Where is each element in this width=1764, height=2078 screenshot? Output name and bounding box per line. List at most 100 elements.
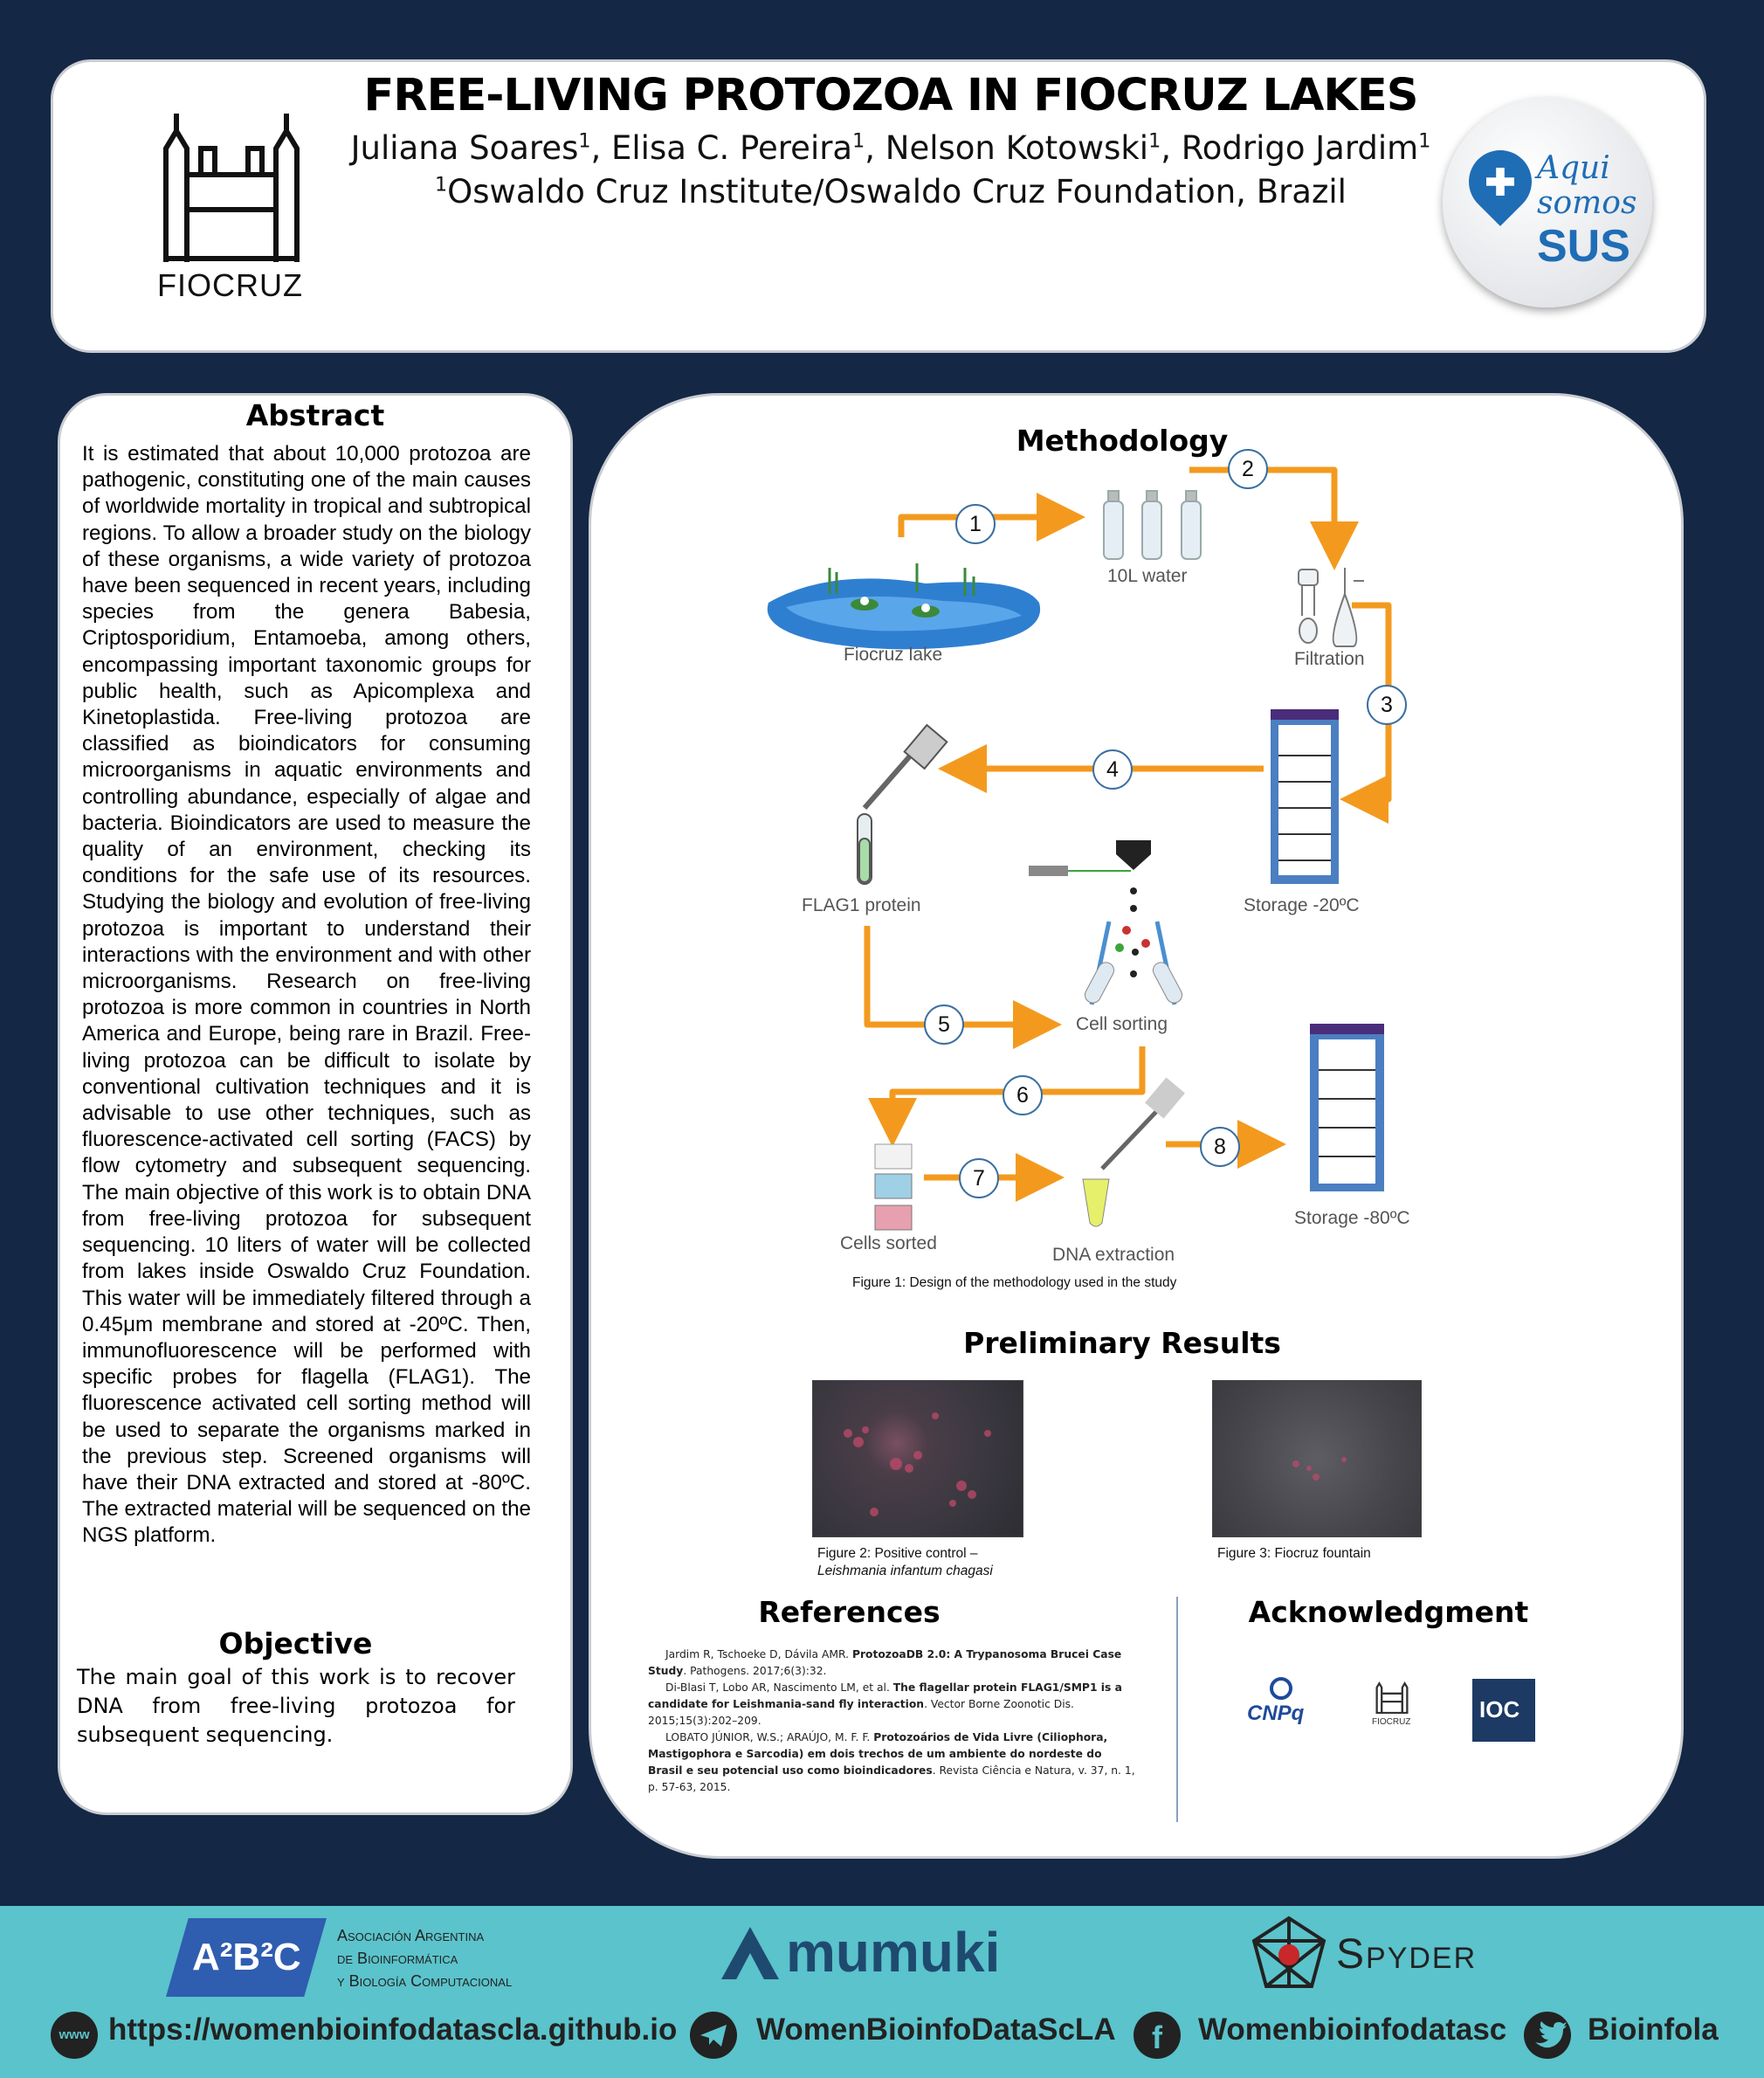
figure-3-caption: Figure 3: Fiocruz fountain [1217, 1546, 1371, 1561]
spyder-web-icon [1251, 1916, 1326, 1988]
figure-2-caption: Figure 2: Positive control – [817, 1546, 978, 1561]
fiocruz-small-castle-icon [1375, 1681, 1409, 1715]
figure-2-cells [844, 1412, 991, 1516]
mumuki-logo-text: mumuki [786, 1921, 1001, 1984]
author-name: Rodrigo Jardim [1181, 129, 1419, 167]
facebook-icon: f [1134, 2012, 1181, 2059]
figure-3-image [1212, 1380, 1422, 1537]
reference-item: LOBATO JÚNIOR, W.S.; ARAÚJO, M. F. F. Pr… [648, 1731, 1135, 1793]
acknowledgment-heading: Acknowledgment [1248, 1595, 1529, 1629]
filtration-icon [1298, 568, 1364, 647]
telegram-link[interactable]: WomenBioinfoDataScLA [756, 2012, 1116, 2047]
affiliation-text: Oswaldo Cruz Institute/Oswaldo Cruz Foun… [447, 173, 1347, 211]
author-list: Juliana Soares1, Elisa C. Pereira1, Nels… [350, 129, 1431, 167]
affiliation: 1Oswaldo Cruz Institute/Oswaldo Cruz Fou… [288, 173, 1493, 211]
step-1-badge: 1 [955, 504, 996, 544]
affiliation-mark: 1 [578, 129, 591, 153]
twitter-link[interactable]: Bioinfola [1588, 2012, 1719, 2047]
ioc-logo: IOC [1472, 1679, 1535, 1742]
abstract-heading: Abstract [245, 398, 385, 432]
author-name: Elisa C. Pereira [611, 129, 853, 167]
mumuki-logo: mumuki [721, 1918, 1088, 1992]
mumuki-m-icon [721, 1927, 779, 1979]
dna-tube-icon [1082, 1077, 1185, 1227]
label-water: 10L water [1107, 566, 1188, 586]
references-heading: References [758, 1595, 941, 1629]
cnpq-logo-text: CNPq [1247, 1702, 1305, 1725]
figure-2-image [812, 1380, 1023, 1537]
affiliation-mark: 1 [852, 129, 865, 153]
fiocruz-small-logo-text: FIOCRUZ [1372, 1717, 1411, 1727]
cnpq-swirl-icon [1270, 1677, 1292, 1700]
reference-item: Di-Blasi T, Lobo AR, Nascimento LM, et a… [648, 1681, 1122, 1727]
spyder-logo: Spyder [1249, 1915, 1563, 1993]
fiocruz-logo: FIOCRUZ [140, 96, 323, 306]
fiocruz-small-logo: FIOCRUZ [1369, 1675, 1422, 1733]
step-5-badge: 5 [924, 1004, 964, 1045]
step-6-badge: 6 [1003, 1075, 1043, 1115]
step-4-badge: 4 [1092, 749, 1133, 790]
telegram-icon [690, 2012, 737, 2059]
sus-logo-line2: somos [1537, 185, 1637, 221]
figure-1-caption: Figure 1: Design of the methodology used… [852, 1275, 1177, 1290]
pipette-tube-icon [857, 723, 948, 885]
abstract-panel [58, 393, 573, 1815]
label-sorting: Cell sorting [1076, 1014, 1168, 1034]
step-3-badge: 3 [1367, 685, 1407, 725]
a2b2c-mark: A²B²C [166, 1918, 327, 1997]
label-storage-80: Storage -80ºC [1294, 1208, 1410, 1228]
sus-logo-line1: Aqui [1537, 150, 1610, 186]
poster-title: FREE-LIVING PROTOZOA IN FIOCRUZ LAKES [363, 70, 1419, 121]
arrow-step-5 [864, 926, 1062, 1049]
affiliation-mark: 1 [1418, 129, 1431, 153]
step-2-badge: 2 [1228, 449, 1268, 489]
a2b2c-line3: y Biología Computacional [337, 1972, 513, 1990]
label-cells-sorted: Cells sorted [840, 1233, 937, 1253]
author-name: Nelson Kotowski [885, 129, 1149, 167]
objective-heading: Objective [218, 1626, 373, 1660]
website-link[interactable]: https://womenbioinfodatascla.github.io [108, 2012, 678, 2047]
header-panel [51, 59, 1706, 353]
references-list: Jardim R, Tschoeke D, Dávila AMR. Protoz… [648, 1647, 1137, 1796]
label-lake: Fiocruz lake [844, 645, 943, 665]
methodology-panel [589, 393, 1684, 1859]
ioc-logo-text: IOC [1479, 1696, 1520, 1722]
author-name: Juliana Soares [350, 129, 579, 167]
step-7-badge: 7 [959, 1158, 999, 1198]
abstract-body: It is estimated that about 10,000 protoz… [82, 442, 531, 1548]
label-dna: DNA extraction [1052, 1245, 1175, 1265]
label-filtration: Filtration [1294, 649, 1365, 669]
cell-sorter-icon [1029, 840, 1183, 1005]
lake-icon [767, 563, 1041, 650]
fiocruz-logo-text: FIOCRUZ [157, 267, 303, 303]
water-bottles-icon [1103, 490, 1202, 560]
a2b2c-logo: A²B²C Asociación Argentina de Bioinformá… [166, 1918, 594, 1997]
a2b2c-line2: de Bioinformática [337, 1950, 458, 1967]
sus-logo: Aqui somos SUS [1443, 98, 1652, 307]
cell-plates-icon [874, 1143, 913, 1231]
label-flag1: FLAG1 protein [802, 895, 921, 915]
freezer-20-icon [1271, 709, 1339, 884]
reference-item: Jardim R, Tschoeke D, Dávila AMR. Protoz… [648, 1648, 1122, 1677]
twitter-icon [1524, 2012, 1571, 2059]
label-storage-20: Storage -20ºC [1244, 895, 1360, 915]
objective-body: The main goal of this work is to recover… [77, 1665, 515, 1747]
spyder-logo-text: Spyder [1336, 1931, 1478, 1978]
sus-logo-line3: SUS [1537, 221, 1630, 272]
facebook-link[interactable]: Womenbioinfodatasc [1198, 2012, 1507, 2047]
freezer-80-icon [1310, 1024, 1384, 1191]
results-heading: Preliminary Results [963, 1326, 1281, 1360]
references-divider [1176, 1597, 1178, 1822]
figure-3-cells [1292, 1457, 1347, 1481]
arrow-step-1 [898, 493, 1085, 542]
step-8-badge: 8 [1200, 1127, 1240, 1167]
figure-2-species: Leishmania infantum chagasi [817, 1564, 993, 1578]
fiocruz-castle-icon [163, 114, 300, 262]
a2b2c-line1: Asociación Argentina [337, 1927, 485, 1944]
methodology-heading: Methodology [1016, 424, 1229, 458]
a2b2c-mark-text: A²B²C [192, 1936, 301, 1978]
cnpq-logo: CNPq [1247, 1677, 1317, 1729]
affiliation-mark: 1 [1148, 129, 1161, 153]
www-icon: www [51, 2012, 98, 2059]
affiliation-mark: 1 [435, 173, 448, 197]
